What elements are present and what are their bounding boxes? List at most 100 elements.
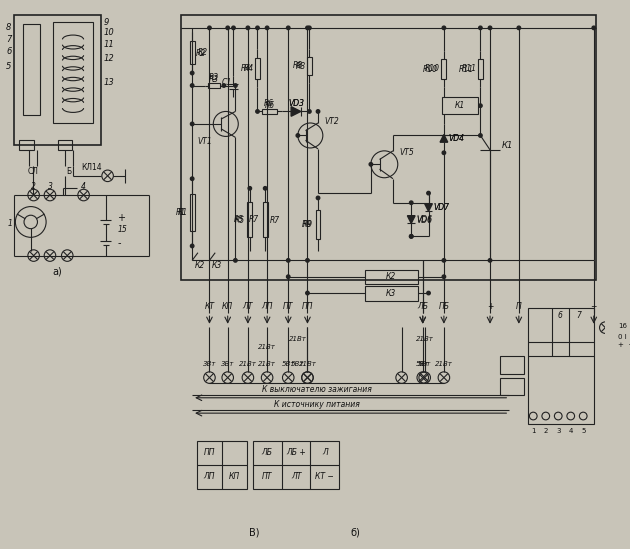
Text: R8: R8 [293, 61, 303, 70]
Bar [53, 22, 93, 123]
Text: К1: К1 [501, 141, 513, 149]
Bar [478, 59, 483, 79]
Bar [263, 203, 268, 237]
Text: R7: R7 [270, 216, 280, 225]
Circle shape [442, 259, 445, 262]
Text: 21Вт: 21Вт [435, 361, 453, 367]
Circle shape [232, 26, 235, 30]
Text: К2: К2 [386, 272, 396, 281]
Circle shape [410, 234, 413, 238]
Text: R1: R1 [176, 208, 186, 217]
Bar [442, 97, 479, 114]
Bar [500, 356, 524, 374]
Bar [255, 58, 260, 79]
Text: R11: R11 [462, 64, 476, 72]
Text: ЛП: ЛП [261, 302, 273, 311]
Circle shape [306, 26, 309, 30]
Text: КП: КП [222, 302, 233, 311]
Text: 21Вт: 21Вт [239, 361, 257, 367]
Circle shape [592, 26, 595, 30]
Text: VD6: VD6 [416, 215, 432, 224]
Text: П: П [516, 302, 522, 311]
Circle shape [256, 110, 259, 113]
Bar [365, 287, 418, 301]
Text: −: − [590, 302, 597, 311]
Bar [14, 15, 101, 145]
Circle shape [442, 151, 445, 154]
Text: 1: 1 [8, 220, 13, 228]
Text: 6: 6 [558, 311, 563, 320]
Text: ПТ: ПТ [262, 472, 272, 481]
Text: R6: R6 [264, 99, 274, 108]
Text: 3: 3 [47, 182, 52, 191]
Text: КЛ14: КЛ14 [81, 163, 101, 172]
Bar [262, 109, 277, 114]
Text: 5Вт: 5Вт [418, 361, 432, 367]
Text: ПБ: ПБ [438, 302, 449, 311]
Circle shape [248, 187, 251, 190]
Text: R5: R5 [235, 216, 245, 225]
Text: ЛТ: ЛТ [243, 302, 253, 311]
Polygon shape [291, 107, 301, 116]
Bar [529, 309, 594, 424]
Text: 2: 2 [544, 428, 548, 434]
Text: К3: К3 [386, 289, 396, 298]
Text: 2: 2 [32, 182, 36, 191]
Polygon shape [440, 135, 448, 142]
Circle shape [410, 201, 413, 204]
Circle shape [306, 292, 309, 295]
Text: R2: R2 [196, 49, 206, 58]
Circle shape [190, 71, 194, 75]
Bar [20, 141, 33, 150]
Circle shape [296, 134, 300, 137]
Text: Б: Б [67, 166, 72, 176]
Text: 13: 13 [104, 78, 115, 87]
Bar [197, 441, 247, 489]
Text: R2: R2 [197, 48, 207, 57]
Text: КТ: КТ [205, 302, 214, 311]
Circle shape [190, 122, 194, 126]
Text: 21Вт: 21Вт [258, 344, 276, 350]
Text: VT5: VT5 [399, 148, 415, 157]
Circle shape [190, 84, 194, 87]
Text: R11: R11 [459, 65, 474, 74]
Text: 5Вт: 5Вт [416, 361, 430, 367]
Circle shape [287, 275, 290, 278]
Text: R1: R1 [178, 208, 188, 217]
Circle shape [517, 26, 520, 30]
Text: К1: К1 [455, 101, 466, 110]
Text: ЛБ +: ЛБ + [286, 448, 306, 457]
Text: ЛТ: ЛТ [290, 472, 301, 481]
Text: К источнику питания: К источнику питания [274, 400, 360, 409]
Circle shape [488, 259, 492, 262]
Bar [23, 24, 40, 115]
Text: R9: R9 [302, 220, 312, 229]
Circle shape [316, 110, 320, 113]
Text: 21Вт: 21Вт [258, 361, 276, 367]
Text: 7: 7 [6, 35, 11, 44]
Text: 21Вт: 21Вт [416, 336, 433, 342]
Text: 4: 4 [568, 428, 573, 434]
Text: ПТ: ПТ [283, 302, 294, 311]
Text: ПП: ПП [302, 302, 313, 311]
Text: VD3: VD3 [288, 99, 304, 108]
Circle shape [479, 134, 482, 137]
Text: R4: R4 [241, 64, 251, 72]
Text: 12: 12 [104, 54, 115, 63]
Text: R3: R3 [209, 74, 219, 82]
Bar [58, 141, 72, 150]
Circle shape [410, 234, 413, 238]
Text: 3: 3 [556, 428, 561, 434]
Text: В): В) [249, 527, 260, 537]
Text: R4: R4 [244, 64, 254, 72]
Bar [307, 57, 312, 75]
Text: R6: R6 [265, 100, 275, 110]
Circle shape [226, 26, 229, 30]
Text: К выключателю зажигания: К выключателю зажигания [262, 385, 372, 394]
Text: 3Вт: 3Вт [203, 361, 216, 367]
Text: 16: 16 [618, 323, 627, 329]
Circle shape [256, 26, 259, 30]
Text: +  +: + + [618, 342, 630, 348]
Circle shape [307, 110, 311, 113]
Text: R8: R8 [295, 62, 306, 71]
